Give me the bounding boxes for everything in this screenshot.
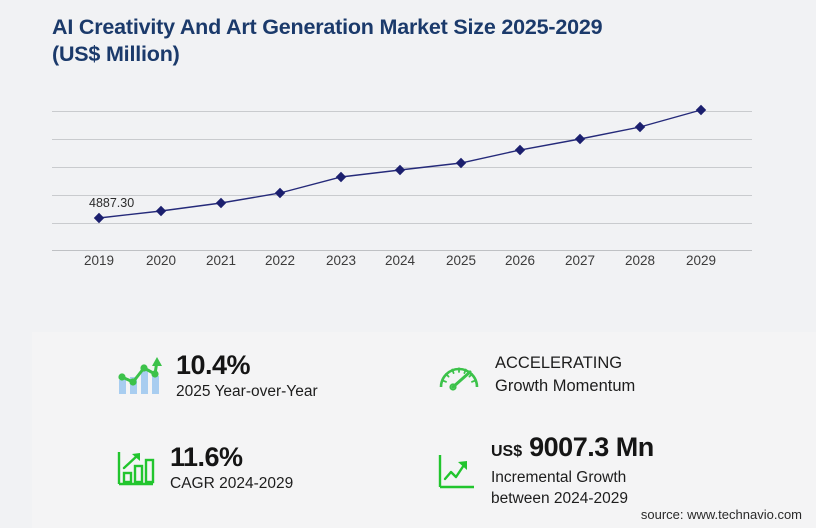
chart-data-point — [394, 164, 406, 176]
x-axis-label: 2029 — [685, 253, 717, 268]
x-axis-label: 2022 — [264, 253, 296, 268]
x-axis-label: 2023 — [325, 253, 357, 268]
gridline — [52, 195, 752, 196]
gridline — [52, 139, 752, 140]
chart-x-axis-labels: 2019 2020 2021 2022 2023 2024 2025 2026 2027 2028… — [0, 253, 816, 275]
stat-cagr-text: 11.6% CAGR 2024-2029 — [170, 442, 293, 494]
stat-incremental-label-1: Incremental Growth — [491, 469, 627, 486]
x-axis-label: 2024 — [384, 253, 416, 268]
stat-incremental-label-2: between 2024-2029 — [491, 490, 629, 507]
gridline — [52, 111, 752, 112]
x-axis-label: 2020 — [145, 253, 177, 268]
page-title-line-2: (US$ Million) — [52, 42, 180, 66]
x-axis-label: 2027 — [564, 253, 596, 268]
chart-data-point — [695, 104, 707, 116]
chart-data-point — [93, 212, 105, 224]
x-axis-label: 2028 — [624, 253, 656, 268]
line-growth-icon — [437, 451, 477, 491]
stat-incremental-text: US$ 9007.3 Mn Incremental Growth between… — [491, 432, 654, 509]
stat-cagr-value: 11.6% — [170, 442, 243, 472]
chart-point-label: 4887.30 — [89, 196, 135, 210]
page-title-line-1: AI Creativity And Art Generation Market … — [52, 15, 603, 39]
stat-incremental-value: US$ 9007.3 Mn — [491, 432, 654, 467]
stat-incremental-amount: 9007.3 Mn — [529, 432, 654, 462]
chart-data-point — [514, 144, 526, 156]
stat-momentum: ACCELERATING Growth Momentum — [437, 352, 635, 398]
chart-data-point — [455, 157, 467, 169]
page-title: AI Creativity And Art Generation Market … — [52, 14, 752, 68]
stat-yoy-text: 10.4% 2025 Year-over-Year — [176, 350, 318, 402]
chart-line — [98, 109, 702, 219]
stat-cagr: 11.6% CAGR 2024-2029 — [116, 442, 293, 494]
stat-yoy-value: 10.4% — [176, 350, 251, 380]
x-axis-label: 2026 — [504, 253, 536, 268]
stat-cagr-label: CAGR 2024-2029 — [170, 475, 294, 492]
stat-yoy: 10.4% 2025 Year-over-Year — [116, 350, 318, 402]
market-size-line-chart: 4887.30 — [0, 90, 816, 280]
chart-data-point — [215, 197, 227, 209]
x-axis-line — [52, 250, 752, 251]
stat-momentum-value: ACCELERATING — [495, 354, 623, 372]
speedometer-icon — [437, 357, 481, 393]
chart-data-point — [574, 133, 586, 145]
stats-panel: 10.4% 2025 Year-over-Year — [32, 332, 816, 528]
stat-momentum-label: Growth Momentum — [495, 377, 636, 395]
stat-momentum-text: ACCELERATING Growth Momentum — [495, 352, 635, 398]
chart-data-point — [634, 121, 646, 133]
x-axis-label: 2025 — [445, 253, 477, 268]
x-axis-label: 2021 — [205, 253, 237, 268]
stat-incremental: US$ 9007.3 Mn Incremental Growth between… — [437, 432, 654, 509]
bar-chart-trend-icon — [116, 355, 162, 397]
gridline — [52, 223, 752, 224]
stat-yoy-label: 2025 Year-over-Year — [176, 383, 318, 400]
x-axis-label: 2019 — [83, 253, 115, 268]
chart-plot — [93, 104, 707, 224]
chart-data-point — [274, 187, 286, 199]
chart-data-point — [155, 205, 167, 217]
stat-incremental-unit: US$ — [491, 443, 523, 460]
bar-chart-arrow-icon — [116, 448, 156, 488]
chart-data-point — [335, 171, 347, 183]
source-text: source: www.technavio.com — [640, 507, 802, 522]
